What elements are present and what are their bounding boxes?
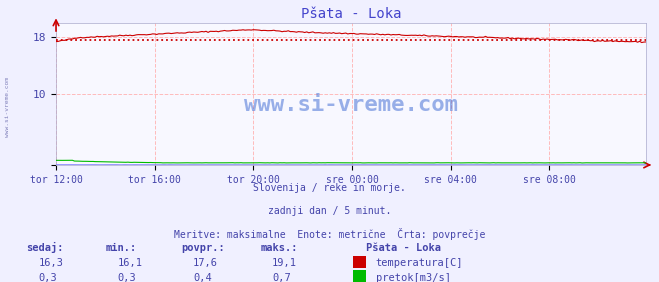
Text: 0,3: 0,3 xyxy=(117,273,136,282)
Text: maks.:: maks.: xyxy=(260,243,298,253)
Text: min.:: min.: xyxy=(105,243,136,253)
Text: povpr.:: povpr.: xyxy=(181,243,225,253)
Text: temperatura[C]: temperatura[C] xyxy=(376,259,463,268)
Text: 0,4: 0,4 xyxy=(193,273,212,282)
Text: pretok[m3/s]: pretok[m3/s] xyxy=(376,273,451,282)
Text: www.si-vreme.com: www.si-vreme.com xyxy=(244,95,458,115)
Text: 16,3: 16,3 xyxy=(38,259,63,268)
Text: 17,6: 17,6 xyxy=(193,259,218,268)
Title: Pšata - Loka: Pšata - Loka xyxy=(301,7,401,21)
Text: www.si-vreme.com: www.si-vreme.com xyxy=(5,77,11,137)
Text: Slovenija / reke in morje.: Slovenija / reke in morje. xyxy=(253,183,406,193)
Text: sedaj:: sedaj: xyxy=(26,242,64,253)
Text: 0,3: 0,3 xyxy=(38,273,57,282)
Text: 0,7: 0,7 xyxy=(272,273,291,282)
Text: Pšata - Loka: Pšata - Loka xyxy=(366,243,441,253)
Text: 16,1: 16,1 xyxy=(117,259,142,268)
Text: Meritve: maksimalne  Enote: metrične  Črta: povprečje: Meritve: maksimalne Enote: metrične Črta… xyxy=(174,228,485,241)
Text: 19,1: 19,1 xyxy=(272,259,297,268)
Text: zadnji dan / 5 minut.: zadnji dan / 5 minut. xyxy=(268,206,391,216)
